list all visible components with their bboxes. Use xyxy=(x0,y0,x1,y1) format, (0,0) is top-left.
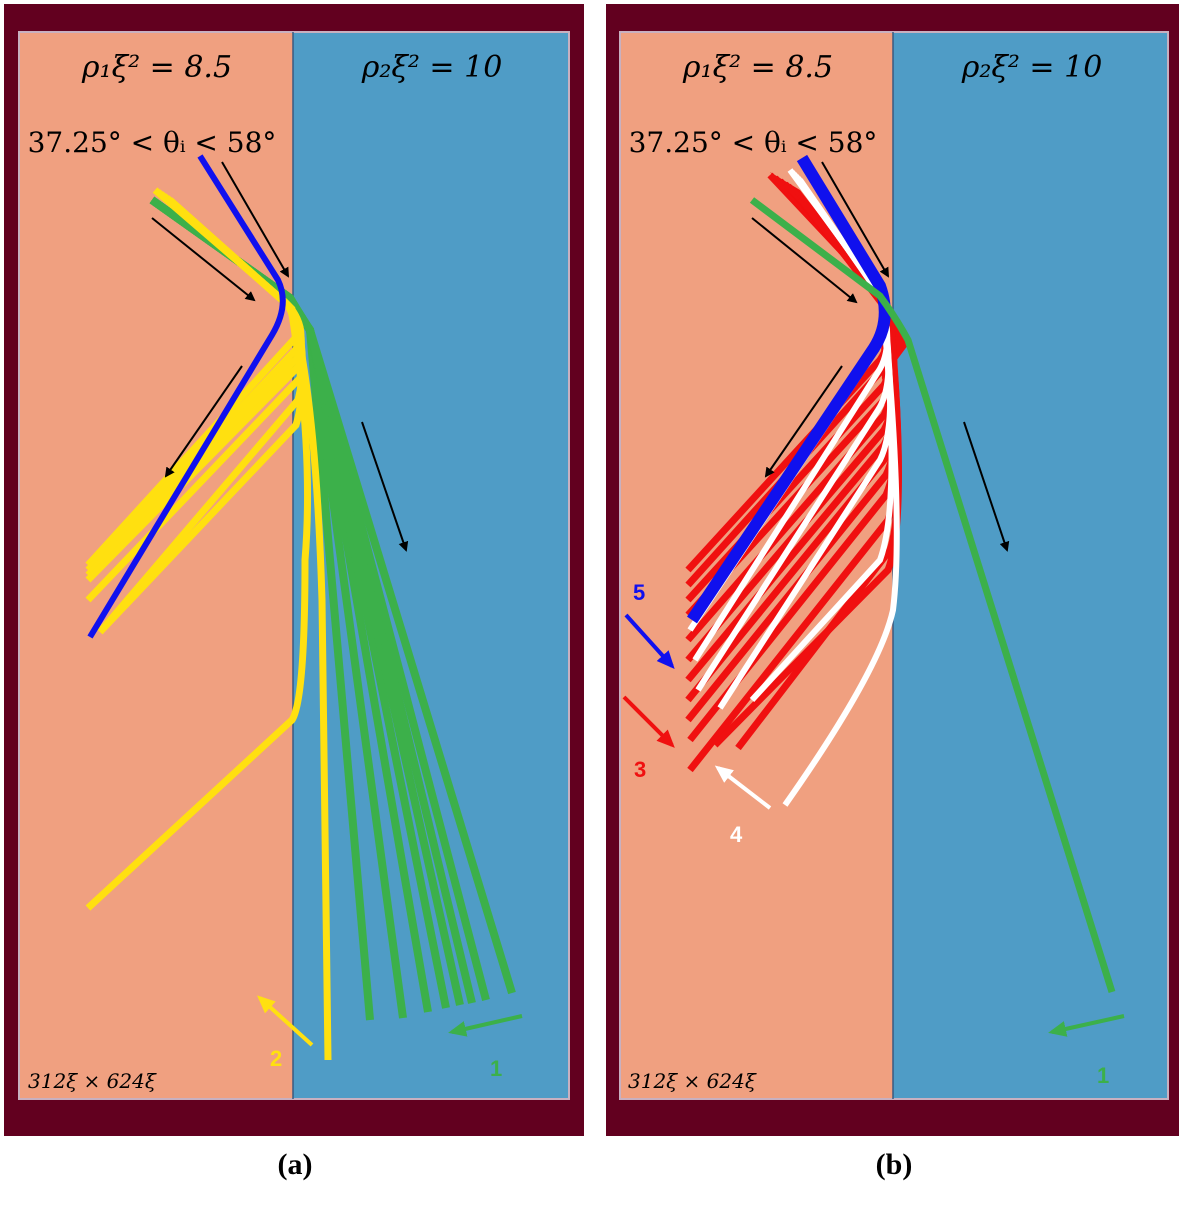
panel-a-marker-label-1: 1 xyxy=(490,1056,502,1081)
caption-a: (a) xyxy=(277,1148,313,1181)
panel-a-angle-label: 37.25° < θᵢ < 58° xyxy=(28,126,277,159)
panel-b: ρ₁ξ² = 8.5 ρ₂ξ² = 10 37.25° < θᵢ < 58° 3… xyxy=(606,4,1179,1136)
panel-b-green-ray xyxy=(749,197,1116,994)
panel-a-green-rays xyxy=(149,196,516,1021)
panel-a-medium2-label: ρ₂ξ² = 10 xyxy=(361,50,503,85)
caption-b: (b) xyxy=(875,1148,913,1181)
panel-b-angle-label: 37.25° < θᵢ < 58° xyxy=(629,126,878,159)
panel-b-blue-ray xyxy=(687,154,891,624)
panel-b-medium2-label: ρ₂ξ² = 10 xyxy=(961,50,1103,85)
panel-b-marker-arrow-3 xyxy=(622,695,675,748)
panel-a-medium1-label: ρ₁ξ² = 8.5 xyxy=(81,50,232,85)
panel-a-marker-label-2: 2 xyxy=(270,1046,282,1071)
panel-b-size-label: 312ξ × 624ξ xyxy=(628,1069,757,1093)
panel-b-border xyxy=(619,31,1169,1100)
panel-a-direction-arrows xyxy=(151,161,409,552)
panel-a-marker-arrow-1 xyxy=(448,1014,523,1037)
panel-b-marker-label-4: 4 xyxy=(730,822,743,847)
panel-a-size-label: 312ξ × 624ξ xyxy=(28,1069,157,1093)
panel-b-medium2 xyxy=(893,32,1168,1099)
panel-b-medium1-label: ρ₁ξ² = 8.5 xyxy=(682,50,833,85)
panel-b-marker-label-1: 1 xyxy=(1097,1063,1109,1088)
panel-b-marker-arrow-4 xyxy=(714,765,772,810)
panel-a: ρ₁ξ² = 8.5 ρ₂ξ² = 10 37.25° < θᵢ < 58° 3… xyxy=(4,4,584,1136)
panel-a-blue-ray xyxy=(87,154,286,639)
panel-a-marker-arrow-2 xyxy=(257,995,314,1047)
panel-a-border xyxy=(18,31,570,1100)
panel-b-marker-label-5: 5 xyxy=(633,580,645,605)
panel-b-marker-label-3: 3 xyxy=(634,757,646,782)
panel-b-marker-arrow-5 xyxy=(624,613,675,669)
panel-b-marker-arrow-1 xyxy=(1048,1014,1125,1037)
panel-a-yellow-rays xyxy=(85,187,332,1061)
panel-b-direction-arrows xyxy=(751,161,1010,552)
